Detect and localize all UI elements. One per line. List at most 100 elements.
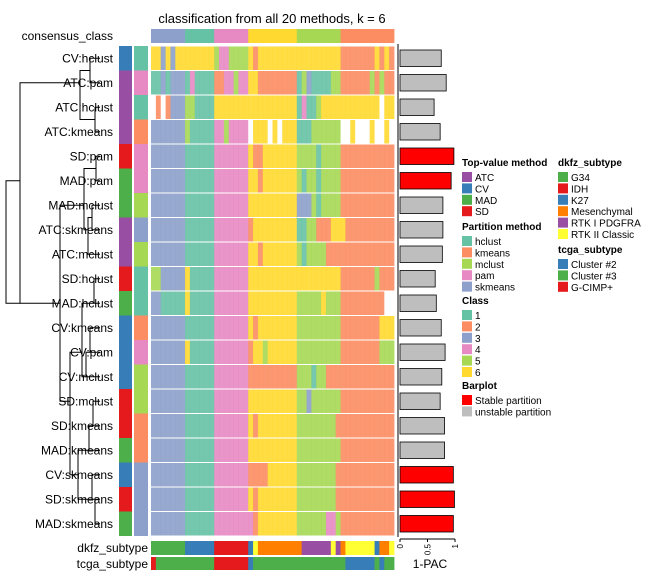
class-cell: [165, 242, 171, 266]
class-cell: [272, 169, 278, 193]
class-cell: [321, 463, 327, 487]
consensus-class-cell: [272, 29, 278, 43]
consensus-class-cell: [340, 29, 346, 43]
class-cell: [364, 193, 371, 217]
class-cell: [345, 95, 351, 119]
class-cell: [282, 46, 288, 70]
class-cell: [228, 438, 235, 462]
class-cell: [209, 71, 215, 95]
method-row: MAD:pam: [60, 168, 395, 193]
class-cell: [214, 267, 220, 291]
class-cell: [175, 512, 181, 536]
class-cell: [350, 218, 356, 242]
class-cell: [238, 169, 244, 193]
class-cell: [330, 487, 337, 511]
class-cell: [291, 71, 298, 95]
class-cell: [282, 193, 288, 217]
tcga-subtype-cell: [238, 557, 244, 570]
class-cell: [248, 487, 254, 511]
class-cell: [316, 316, 322, 340]
legend-item-label: mclust: [475, 260, 504, 271]
class-cell: [243, 512, 249, 536]
class-cell: [379, 144, 385, 168]
class-cell: [199, 46, 205, 70]
tcga-subtype-cell: [189, 557, 196, 570]
class-cell: [340, 316, 346, 340]
class-cell: [180, 389, 186, 413]
class-cell: [257, 487, 264, 511]
class-cell: [355, 144, 361, 168]
tcga-subtype-cell: [355, 557, 361, 570]
class-cell: [282, 414, 288, 438]
partition-method-cell: [134, 242, 148, 267]
class-cell: [243, 316, 249, 340]
consensus-class-label: consensus_class: [22, 29, 113, 43]
class-cell: [321, 316, 327, 340]
method-row-label: ATC:kmeans: [45, 125, 113, 139]
legend-item-label: RTK II Classic: [571, 230, 634, 241]
dkfz-subtype-cell: [243, 541, 249, 555]
class-cell: [374, 291, 380, 315]
legend-swatch: [558, 194, 568, 205]
class-cell: [277, 389, 283, 413]
class-cell: [223, 218, 230, 242]
class-cell: [287, 414, 293, 438]
legend-swatch: [462, 206, 472, 217]
class-cell: [214, 389, 220, 413]
legend-item-label: G-CIMP+: [571, 283, 613, 294]
class-cell: [301, 193, 307, 217]
consensus-class-cell: [233, 29, 239, 43]
partition-method-cell: [134, 487, 148, 512]
consensus-class-cell: [185, 29, 191, 43]
class-cell: [262, 389, 269, 413]
class-cell: [189, 120, 196, 144]
class-cell: [175, 46, 181, 70]
class-cell: [257, 242, 264, 266]
class-cell: [325, 291, 332, 315]
class-cell: [214, 120, 220, 144]
class-cell: [345, 463, 351, 487]
class-cell: [262, 95, 269, 119]
class-cell: [267, 389, 273, 413]
consensus-class-cell: [267, 29, 273, 43]
class-cell: [287, 169, 293, 193]
class-cell: [199, 512, 205, 536]
tcga-subtype-cell: [345, 557, 351, 570]
class-cell: [355, 487, 361, 511]
class-cell: [355, 267, 361, 291]
class-cell: [369, 267, 375, 291]
class-cell: [277, 512, 283, 536]
class-cell: [267, 463, 273, 487]
method-row-label: CV:pam: [70, 345, 113, 359]
class-cell: [253, 414, 259, 438]
class-cell: [311, 365, 317, 389]
dendrogram-branch: [69, 351, 82, 476]
class-cell: [170, 144, 176, 168]
class-cell: [175, 414, 181, 438]
class-cell: [199, 144, 205, 168]
class-cell: [374, 438, 380, 462]
class-cell: [209, 144, 215, 168]
top-value-method-cell: [119, 340, 132, 365]
class-cell: [253, 389, 259, 413]
class-cell: [228, 169, 235, 193]
class-cell: [325, 316, 332, 340]
partition-method-cell: [134, 168, 148, 193]
class-cell: [185, 95, 191, 119]
class-cell: [340, 46, 346, 70]
class-cell: [151, 389, 157, 413]
class-cell: [330, 512, 337, 536]
class-cell: [364, 414, 371, 438]
class-cell: [272, 414, 278, 438]
class-cell: [262, 463, 269, 487]
partition-method-cell: [134, 46, 148, 71]
class-cell: [204, 414, 210, 438]
class-cell: [223, 389, 230, 413]
class-cell: [359, 316, 366, 340]
class-cell: [189, 291, 196, 315]
tcga-subtype-cell: [350, 557, 356, 570]
class-cell: [155, 267, 162, 291]
class-cell: [355, 463, 361, 487]
class-cell: [257, 512, 264, 536]
